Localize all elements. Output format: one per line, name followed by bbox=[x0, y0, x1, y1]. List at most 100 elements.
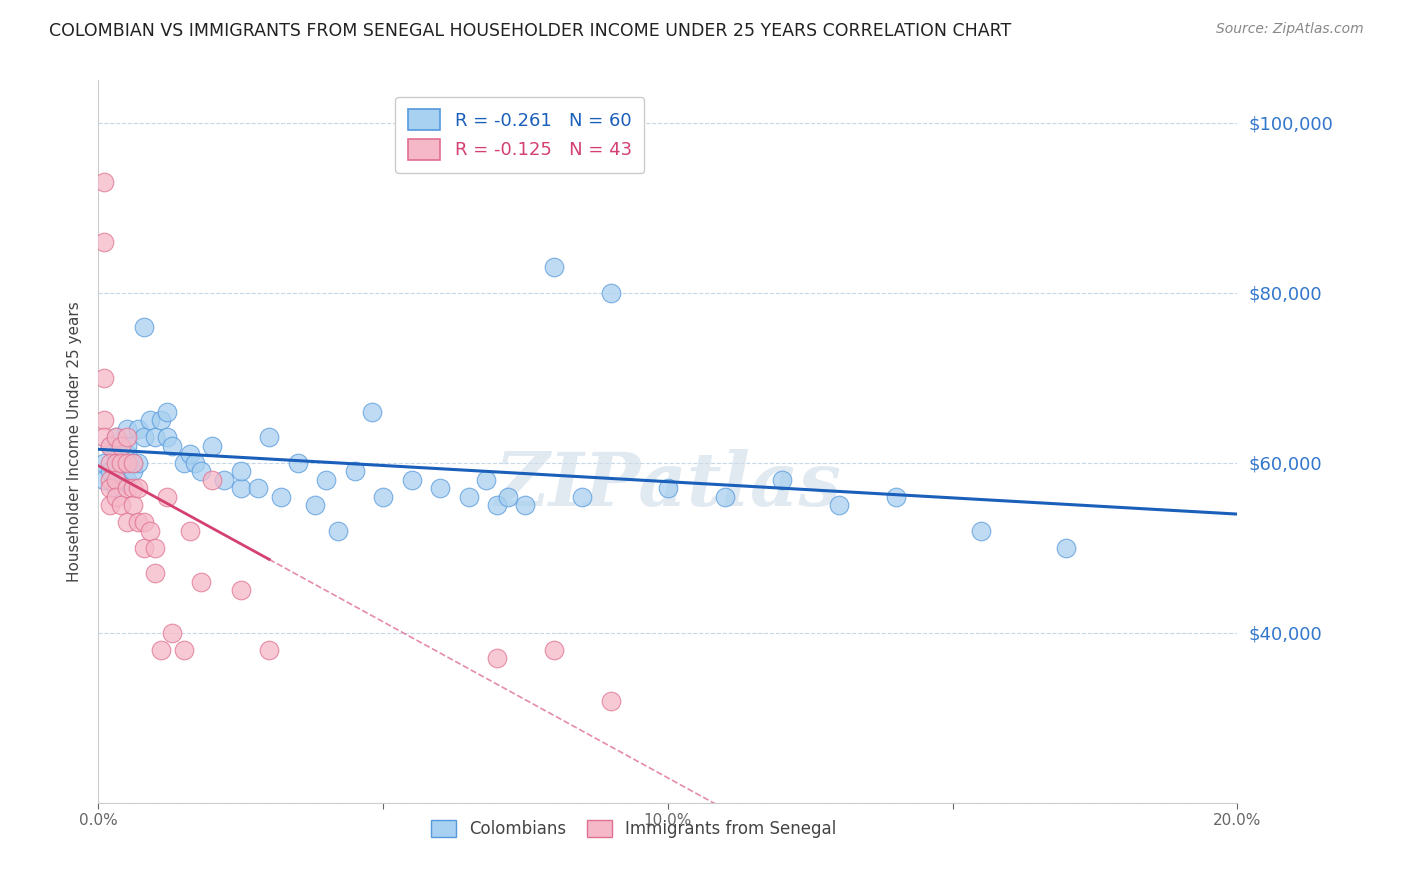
Point bbox=[543, 642, 565, 657]
Point bbox=[190, 464, 212, 478]
Point bbox=[156, 430, 179, 444]
Point bbox=[150, 642, 173, 657]
Point bbox=[401, 473, 423, 487]
Point bbox=[474, 473, 496, 487]
Point bbox=[229, 464, 252, 478]
Point bbox=[156, 490, 179, 504]
Point bbox=[110, 439, 132, 453]
Point bbox=[115, 473, 138, 487]
Point bbox=[115, 422, 138, 436]
Point bbox=[270, 490, 292, 504]
Point bbox=[93, 235, 115, 249]
Point bbox=[212, 473, 235, 487]
Point bbox=[104, 490, 127, 504]
Point bbox=[657, 481, 679, 495]
Point bbox=[127, 481, 149, 495]
Point bbox=[110, 498, 132, 512]
Point bbox=[104, 430, 127, 444]
Point bbox=[190, 574, 212, 589]
Point bbox=[132, 319, 155, 334]
Point bbox=[93, 473, 115, 487]
Point bbox=[132, 430, 155, 444]
Point bbox=[600, 694, 623, 708]
Point bbox=[110, 456, 132, 470]
Point bbox=[98, 498, 121, 512]
Point bbox=[93, 430, 115, 444]
Point bbox=[98, 481, 121, 495]
Point bbox=[93, 413, 115, 427]
Point bbox=[115, 430, 138, 444]
Point bbox=[132, 541, 155, 555]
Point bbox=[259, 642, 281, 657]
Y-axis label: Householder Income Under 25 years: Householder Income Under 25 years bbox=[67, 301, 83, 582]
Point bbox=[571, 490, 593, 504]
Point bbox=[343, 464, 366, 478]
Point bbox=[179, 447, 201, 461]
Point bbox=[229, 481, 252, 495]
Point bbox=[145, 566, 167, 581]
Point bbox=[145, 430, 167, 444]
Point bbox=[132, 516, 155, 530]
Point bbox=[98, 439, 121, 453]
Point bbox=[121, 456, 143, 470]
Point bbox=[173, 642, 195, 657]
Point bbox=[93, 175, 115, 189]
Point bbox=[1056, 541, 1078, 555]
Point bbox=[770, 473, 793, 487]
Point bbox=[515, 498, 537, 512]
Point bbox=[104, 430, 127, 444]
Point bbox=[184, 456, 207, 470]
Point bbox=[110, 456, 132, 470]
Point bbox=[138, 413, 160, 427]
Point bbox=[229, 583, 252, 598]
Point bbox=[127, 422, 149, 436]
Point bbox=[104, 456, 127, 470]
Point bbox=[110, 464, 132, 478]
Point bbox=[828, 498, 851, 512]
Point bbox=[498, 490, 520, 504]
Point bbox=[373, 490, 395, 504]
Point bbox=[315, 473, 337, 487]
Point bbox=[115, 439, 138, 453]
Point bbox=[156, 405, 179, 419]
Point bbox=[115, 456, 138, 470]
Text: COLOMBIAN VS IMMIGRANTS FROM SENEGAL HOUSEHOLDER INCOME UNDER 25 YEARS CORRELATI: COLOMBIAN VS IMMIGRANTS FROM SENEGAL HOU… bbox=[49, 22, 1011, 40]
Point bbox=[246, 481, 269, 495]
Point bbox=[93, 371, 115, 385]
Point bbox=[104, 481, 127, 495]
Point bbox=[93, 456, 115, 470]
Point bbox=[98, 456, 121, 470]
Point bbox=[457, 490, 479, 504]
Point bbox=[115, 481, 138, 495]
Point bbox=[360, 405, 382, 419]
Point bbox=[201, 439, 224, 453]
Point bbox=[121, 498, 143, 512]
Point bbox=[287, 456, 309, 470]
Point bbox=[201, 473, 224, 487]
Point bbox=[145, 541, 167, 555]
Point bbox=[115, 516, 138, 530]
Point bbox=[543, 260, 565, 275]
Point bbox=[600, 285, 623, 300]
Point bbox=[104, 447, 127, 461]
Point bbox=[150, 413, 173, 427]
Point bbox=[121, 464, 143, 478]
Point bbox=[486, 651, 509, 665]
Point bbox=[138, 524, 160, 538]
Point bbox=[970, 524, 993, 538]
Point bbox=[162, 439, 184, 453]
Legend: Colombians, Immigrants from Senegal: Colombians, Immigrants from Senegal bbox=[425, 814, 842, 845]
Point bbox=[104, 473, 127, 487]
Point bbox=[115, 447, 138, 461]
Point bbox=[714, 490, 737, 504]
Point bbox=[121, 456, 143, 470]
Point bbox=[98, 439, 121, 453]
Point bbox=[98, 473, 121, 487]
Point bbox=[162, 625, 184, 640]
Point bbox=[429, 481, 451, 495]
Point bbox=[98, 464, 121, 478]
Point bbox=[884, 490, 907, 504]
Point bbox=[179, 524, 201, 538]
Point bbox=[486, 498, 509, 512]
Point bbox=[326, 524, 349, 538]
